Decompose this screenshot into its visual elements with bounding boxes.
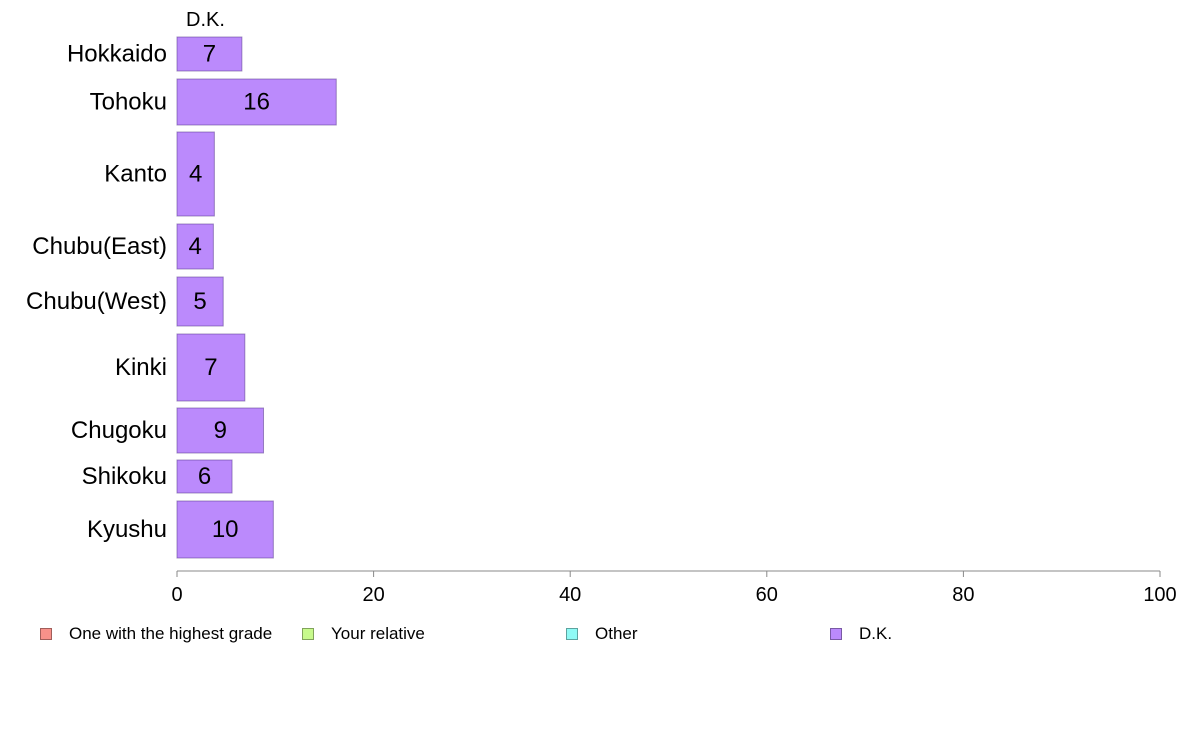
category-label-kanto: Kanto [104,161,167,188]
series-header-label: D.K. [186,9,225,31]
x-tick-label-60: 60 [756,584,778,606]
value-label-kyushu: 10 [212,516,239,543]
x-tick-label-40: 40 [559,584,581,606]
legend-label-dk: D.K. [859,624,893,643]
bar-d-k-kanto [176,131,215,217]
legend-swatch-dk [830,628,842,640]
legend-item-dk: D.K. [830,624,892,644]
legend-label-your-relative: Your relative [331,624,425,643]
category-label-kinki: Kinki [115,354,167,381]
bar-d-k-kinki [176,333,246,402]
bar-d-k-hokkaido [176,36,243,72]
bar-d-k-shikoku [176,459,233,494]
x-tick-label-0: 0 [171,584,182,606]
category-label-chubu-west: Chubu(West) [26,288,167,315]
legend-swatch-your-relative [302,628,314,640]
bar-d-k-chubu-east [176,223,214,270]
category-label-tohoku: Tohoku [90,89,167,116]
value-label-kinki: 7 [204,354,217,381]
value-label-kanto: 4 [189,161,202,188]
category-label-shikoku: Shikoku [82,463,167,490]
category-labels: Hokkaido Tohoku Kanto Chubu(East) Chubu(West… [26,41,167,544]
legend-item-your-relative: Your relative [302,624,425,644]
x-tick-label-20: 20 [362,584,384,606]
legend-swatch-highest-grade [40,628,52,640]
x-tick-label-80: 80 [952,584,974,606]
legend-item-highest-grade: One with the highest grade [40,624,272,644]
value-label-chubu-west: 5 [193,288,206,315]
value-label-shikoku: 6 [198,463,211,490]
category-label-chubu-east: Chubu(East) [32,233,167,260]
legend-label-highest-grade: One with the highest grade [69,624,273,643]
legend-swatch-other [566,628,578,640]
bar-d-k-tohoku [176,78,337,126]
category-label-hokkaido: Hokkaido [67,41,167,68]
category-label-chugoku: Chugoku [71,417,167,444]
value-label-tohoku: 16 [243,89,270,116]
bar-d-k-chubu-west [176,276,224,327]
value-label-chubu-east: 4 [189,233,202,260]
legend: One with the highest grade Your relative… [40,624,1140,644]
bar-d-k-chugoku [176,407,265,454]
legend-label-other: Other [595,624,638,643]
value-label-chugoku: 9 [214,417,227,444]
x-axis: 0 20 40 60 80 100 [171,570,1177,606]
x-tick-label-100: 100 [1143,584,1176,606]
value-label-hokkaido: 7 [203,41,216,68]
bar-d-k-kyushu [176,500,274,559]
legend-item-other: Other [566,624,638,644]
category-label-kyushu: Kyushu [87,516,167,543]
